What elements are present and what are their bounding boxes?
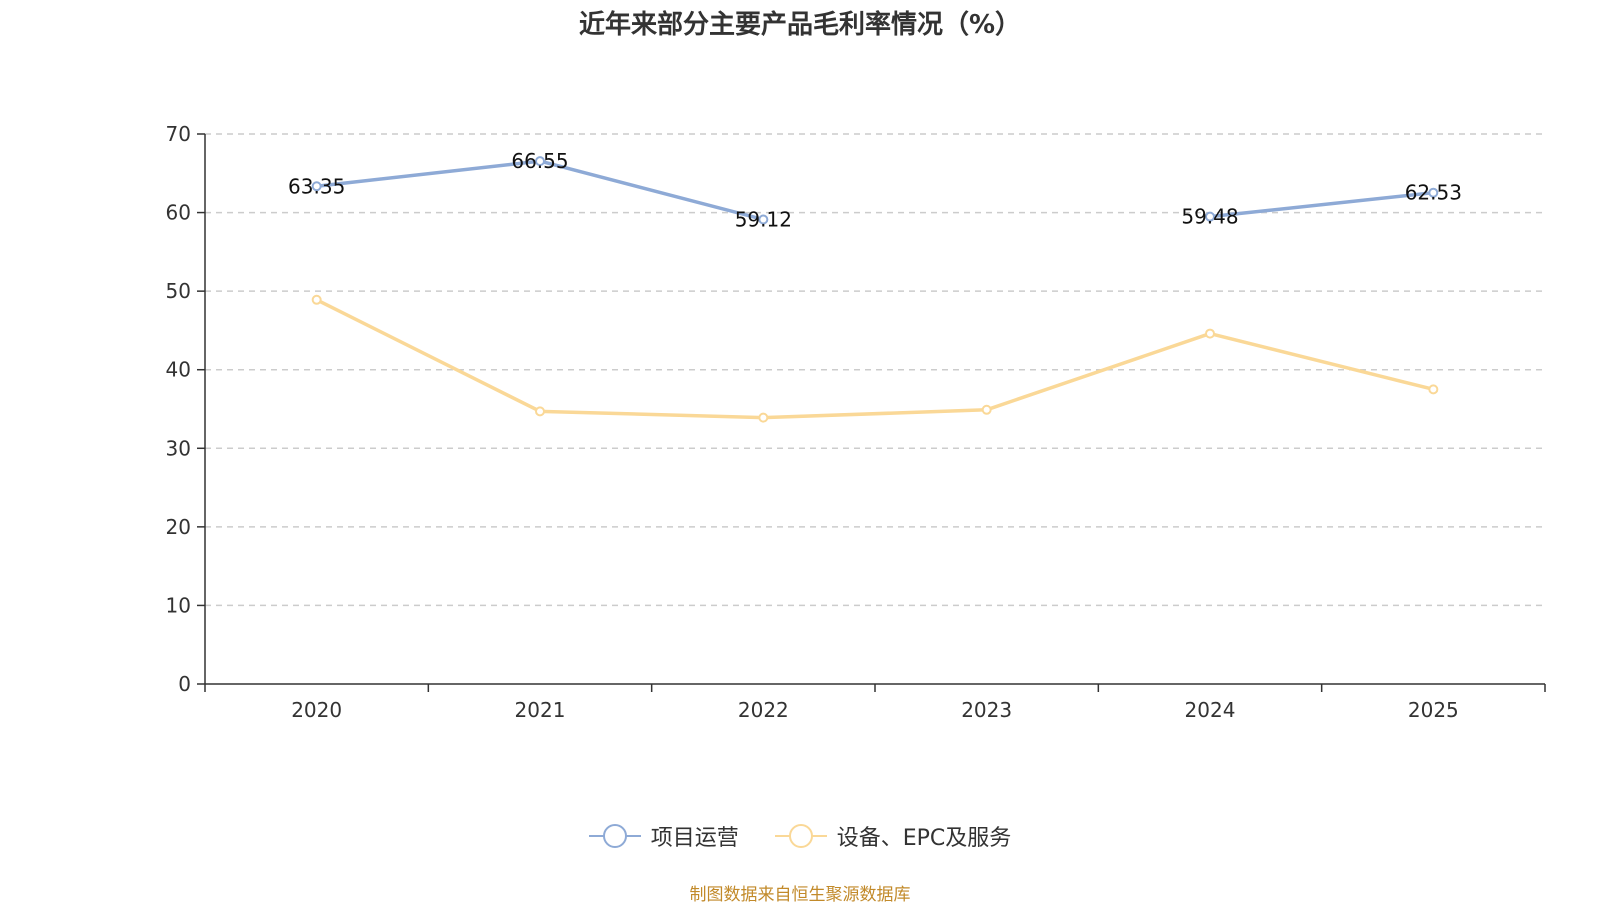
y-tick-label: 10 <box>166 593 191 617</box>
series-line <box>1209 190 1434 219</box>
legend-item-project-operation[interactable]: 项目运营 <box>588 820 739 852</box>
series-line <box>315 298 1434 420</box>
y-tick-label: 50 <box>166 279 191 303</box>
y-tick-label: 20 <box>166 515 191 539</box>
data-point <box>1428 384 1439 395</box>
legend-series-icon <box>588 823 641 849</box>
y-tick-label: 30 <box>166 436 191 460</box>
data-label: 63.35 <box>288 174 345 198</box>
data-point <box>535 406 545 417</box>
data-label: 59.48 <box>1181 205 1238 229</box>
data-label: 62.53 <box>1405 181 1462 205</box>
x-tick-label: 2021 <box>515 698 566 722</box>
y-tick-label: 0 <box>178 672 191 696</box>
y-tick-label: 40 <box>166 358 191 382</box>
x-tick-label: 2023 <box>961 698 1012 722</box>
data-source-note: 制图数据来自恒生聚源数据库 <box>689 885 911 905</box>
legend-label: 设备、EPC及服务 <box>836 826 1012 851</box>
x-tick-label: 2022 <box>738 698 789 722</box>
data-point <box>758 412 769 423</box>
legend: 项目运营 设备、EPC及服务 <box>0 820 1600 852</box>
data-label: 66.55 <box>511 149 568 173</box>
chart-title: 近年来部分主要产品毛利率情况（%） <box>578 10 1022 40</box>
y-tick-label: 70 <box>166 122 191 146</box>
data-point <box>1205 211 1215 222</box>
x-tick-label: 2024 <box>1185 698 1236 722</box>
data-label: 59.12 <box>735 207 792 231</box>
data-point <box>311 181 322 192</box>
legend-label: 项目运营 <box>650 826 739 851</box>
legend-item-equipment-epc[interactable]: 设备、EPC及服务 <box>774 820 1012 852</box>
x-tick-label: 2020 <box>291 698 342 722</box>
data-point <box>981 404 992 415</box>
y-tick-label: 60 <box>166 201 191 225</box>
data-point <box>1428 187 1439 198</box>
x-tick-label: 2025 <box>1408 698 1459 722</box>
legend-series-icon <box>774 823 827 849</box>
data-point <box>535 156 545 167</box>
data-point <box>1205 328 1215 339</box>
data-point <box>758 214 769 225</box>
data-point <box>311 294 322 305</box>
